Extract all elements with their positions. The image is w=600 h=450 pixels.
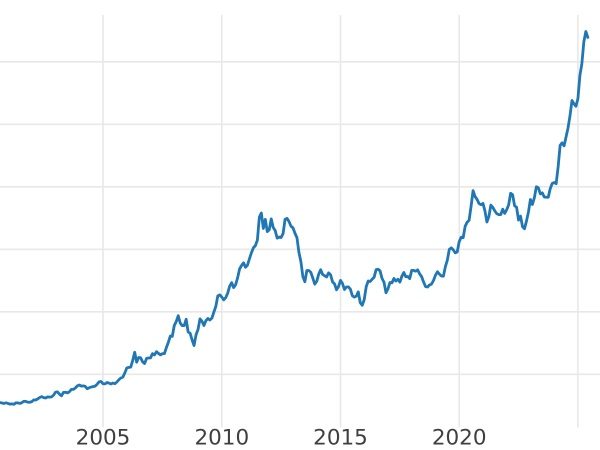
- x-axis-tick-label: 2005: [76, 426, 131, 450]
- x-axis-tick-label: 2010: [194, 426, 249, 450]
- price-line-series: [0, 30, 590, 406]
- vertical-gridlines-and-ticks: [102, 15, 579, 428]
- x-axis-tick-labels: 2005 2010 2015 2020: [76, 426, 487, 450]
- price-series-line: [0, 30, 590, 406]
- x-axis-tick-label: 2015: [313, 426, 368, 450]
- horizontal-gridlines: [0, 60, 600, 376]
- x-axis-tick-label: 2020: [432, 426, 487, 450]
